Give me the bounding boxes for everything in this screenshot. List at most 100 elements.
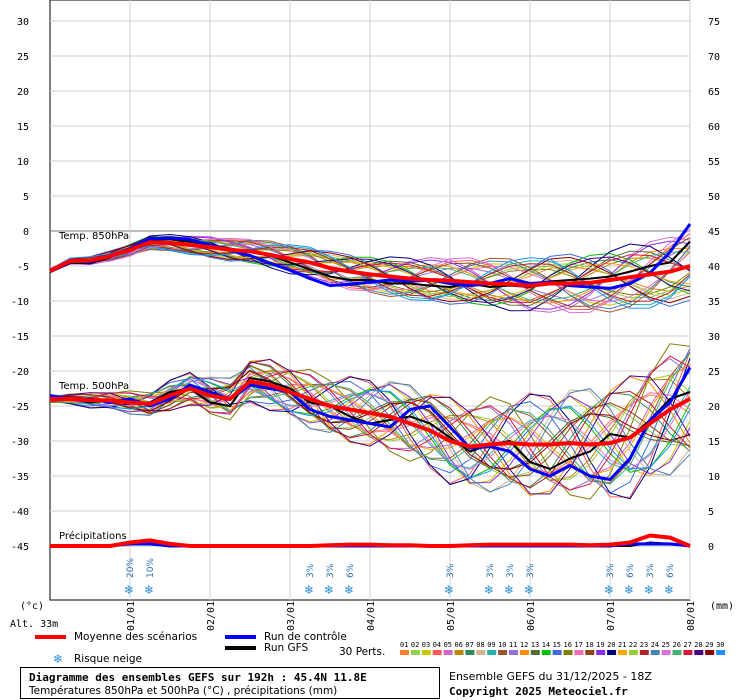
pert-legend-swatch [705,650,715,655]
pert-legend-swatch [421,650,431,655]
pert-legend-label: 05 [444,641,452,649]
pert-legend-swatch [661,650,671,655]
pert-legend-swatch [552,650,562,655]
y-tick-label-left: -45 [11,542,29,553]
right-unit-label: (mm) [710,601,734,612]
y-tick-label-right: 30 [708,332,720,343]
pert-legend-label: 28 [694,641,702,649]
y-tick-label-right: 50 [708,192,720,203]
y-tick-label-right: 55 [708,157,720,168]
snowflake-icon: ❄ [53,652,63,666]
pert-legend-swatch [498,650,508,655]
snowflake-icon: ❄ [344,583,354,597]
pert-legend-swatch [530,650,540,655]
pert-legend-label: 01 [400,641,408,649]
y-tick-label-right: 35 [708,297,720,308]
y-tick-label-right: 0 [708,542,714,553]
snowflake-icon: ❄ [644,583,654,597]
y-tick-label-right: 25 [708,367,720,378]
y-tick-label-left: -5 [17,262,29,273]
y-tick-label-left: -35 [11,472,29,483]
section-label-precip: Précipitations [59,530,127,542]
y-tick-label-left: -10 [11,297,29,308]
main-series-lines [49,223,692,548]
x-tick-label: 05/01 [446,601,457,631]
pert-legend-swatch [509,650,518,655]
series-line-t850 [49,223,692,290]
pert-legend-label: 17 [574,641,582,649]
y-tick-label-right: 15 [708,437,720,448]
pert-legend-label: 22 [629,641,637,649]
legend-mean-label: Moyenne des scénarios [74,631,197,643]
pert-legend-swatch [596,650,606,655]
snow-risk-pct: 3% [526,563,536,578]
y-tick-label-right: 70 [708,52,720,63]
snow-markers: 20% ❄ 10% ❄ 3% ❄ 3% ❄ 6% ❄ 3% ❄ 3% ❄ 3% ❄ 3% ❄ 3% ❄ 6% ❄ 3% ❄ 6%… [124,558,676,597]
section-label-t850: Temp. 850hPa [58,231,129,242]
y-tick-label-left: 25 [17,52,29,63]
member-line-t850 [49,239,691,313]
x-tick-label: 07/01 [606,601,617,631]
x-tick-label: 01/01 [126,601,137,631]
pert-legend-label: 25 [662,641,670,649]
pert-legend-swatch [400,650,409,655]
pert-legend-swatch [607,650,617,655]
pert-legend-label: 08 [476,641,484,649]
pert-legend-label: 11 [509,641,517,649]
snowflake-icon: ❄ [144,583,154,597]
section-label-t500: Temp. 500hPa [58,381,129,392]
snow-risk-pct: 6% [346,563,356,578]
y-tick-label-left: -15 [11,332,29,343]
pert-legend-label: 14 [542,641,550,649]
footer-title-box: Diagramme des ensembles GEFS sur 192h : … [20,667,440,699]
pert-legend-label: 13 [531,641,539,649]
member-line-t850 [49,237,691,307]
y-tick-label-left: 10 [17,157,29,168]
snow-risk-pct: 3% [446,563,456,578]
snowflake-icon: ❄ [504,583,514,597]
snowflake-icon: ❄ [604,583,614,597]
snow-risk-pct: 10% [146,558,156,578]
pert-legend-label: 27 [683,641,691,649]
pert-legend-swatch [410,650,420,655]
pert-legend-label: 09 [487,641,495,649]
snow-risk-pct: 3% [606,563,616,578]
member-line-t850 [49,229,691,314]
pert-legend-label: 29 [705,641,713,649]
snowflake-icon: ❄ [304,583,314,597]
snow-risk-pct: 3% [326,563,336,578]
pert-legend-swatch [585,650,595,655]
pert-legend-label: 23 [640,641,648,649]
pert-legend-label: 18 [585,641,593,649]
y-tick-label-right: 10 [708,472,720,483]
y-tick-label-left: -30 [11,437,29,448]
y-tick-label-left: 0 [23,227,29,238]
pert-legend-label: 20 [607,641,615,649]
y-tick-label-right: 20 [708,402,720,413]
pert-legend-swatch [541,650,551,655]
x-tick-label: 08/01 [686,601,697,631]
pert-legend-swatch [672,650,682,655]
pert-legend-swatch [519,650,529,655]
y-tick-label-right: 75 [708,17,720,28]
snow-risk-pct: 3% [306,563,316,578]
pert-legend-swatch [628,650,638,655]
pert-legend-label: 10 [498,641,506,649]
y-tick-label-right: 40 [708,262,720,273]
legend: (°c) (mm) Alt. 33m Moyenne des scénarios… [10,601,734,666]
member-line-t500 [49,369,691,493]
pert-legend-label: 15 [553,641,561,649]
y-tick-label-right: 60 [708,122,720,133]
pert-legend-label: 30 [716,641,724,649]
copyright: Copyright 2025 Meteociel.fr [449,685,628,698]
pert-legend-swatch [683,650,693,655]
chart-title: Diagramme des ensembles GEFS sur 192h : … [29,671,367,684]
pert-legend-swatch [432,650,442,655]
y-tick-label-right: 5 [708,507,714,518]
y-tick-label-left: 5 [23,192,29,203]
legend-perts-label: 30 Perts. [339,646,385,658]
pert-legend-swatch [618,650,627,655]
snow-risk-pct: 3% [506,563,516,578]
